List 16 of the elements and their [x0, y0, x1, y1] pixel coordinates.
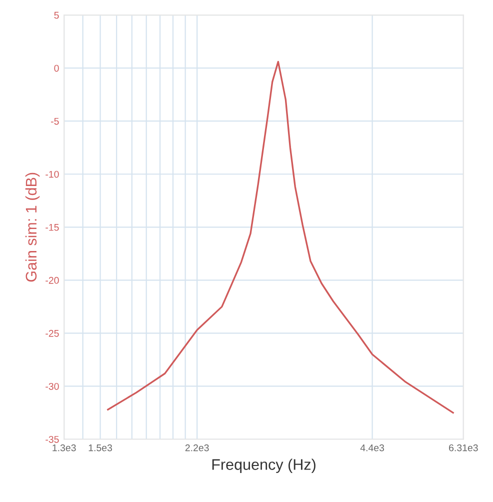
y-tick-label: -10: [46, 170, 59, 178]
y-tick-label: -20: [46, 276, 59, 284]
y-tick-label: -5: [51, 118, 59, 125]
x-axis-title: Frequency (Hz): [212, 458, 316, 473]
y-tick-label: 5: [54, 12, 59, 19]
x-tick-label: 1.5e3: [88, 444, 112, 452]
x-tick-label: 6.31e3: [449, 444, 478, 452]
y-axis-title: Gain sim: 1 (dB): [25, 172, 40, 282]
y-tick-label: -30: [46, 382, 59, 390]
x-tick-label: 1.3e3: [52, 444, 76, 452]
y-tick-label: 0: [54, 64, 59, 72]
y-tick-label: -35: [46, 436, 59, 443]
x-tick-label: 2.2e3: [185, 444, 209, 452]
x-tick-label: 4.4e3: [360, 444, 384, 452]
y-tick-label: -15: [46, 224, 59, 231]
y-tick-label: -25: [46, 330, 59, 337]
